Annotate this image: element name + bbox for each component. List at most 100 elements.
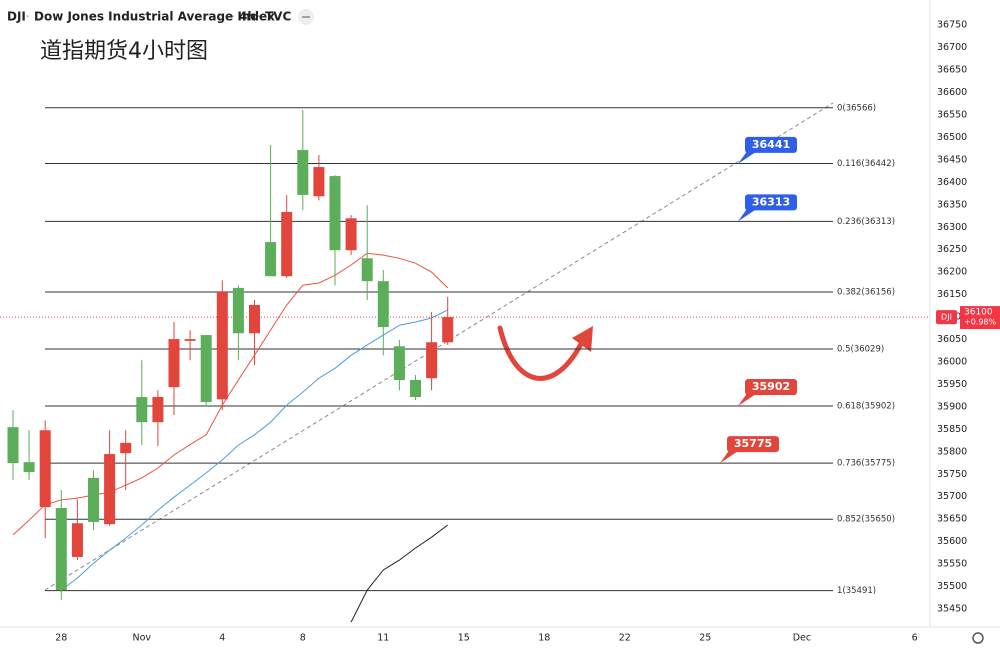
callout-pointer [720,449,738,464]
candle-body [297,150,309,195]
chart-title: 道指期货4小时图 [40,39,208,64]
separator: · [257,10,261,24]
x-tick-label: 28 [55,633,67,644]
callout-label: 35902 [752,380,790,393]
forecast-arrow [497,325,585,381]
callout-box [745,194,797,211]
y-tick-label: 36650 [937,65,967,76]
candle-body [216,291,228,400]
candle-body [200,335,212,402]
fib-label: 0(36566) [837,103,876,113]
y-tick-label: 36050 [937,334,967,345]
symbol-tag-label: DJI [941,313,952,322]
candle-body [136,397,148,423]
candle-body [393,346,405,380]
candle-body [249,304,260,334]
separator: · [231,10,235,24]
y-tick-label: 35900 [937,401,967,412]
y-tick-label: 35500 [937,581,967,592]
y-tick-label: 35800 [937,446,967,457]
symbol: DJI [7,10,26,24]
y-tick-label: 35550 [937,559,967,570]
y-tick-label: 35700 [937,491,967,502]
y-tick-label: 36750 [937,20,967,31]
price-tag-value: 36100 [964,308,993,318]
y-tick-label: 35750 [937,469,967,480]
x-tick-label: 8 [300,633,306,644]
callout-pointer [738,149,756,164]
callout-pointer [738,392,756,407]
candle-body [104,454,116,525]
candle-body [313,167,325,197]
x-tick-label: 25 [699,633,711,644]
y-tick-label: 36400 [937,177,967,188]
trend-line [44,102,834,591]
candle-body [120,442,132,454]
y-tick-label: 35450 [937,604,967,615]
candle-body [361,258,373,282]
x-tick-label: 11 [377,633,389,644]
candle-body [152,397,164,423]
x-tick-label: 15 [458,633,470,644]
callout-label: 36313 [752,195,790,208]
candle-body [329,176,341,251]
x-tick-label: Dec [793,633,811,644]
candle-body [232,287,244,334]
y-tick-label: 36000 [937,357,967,368]
candle-body [55,507,67,591]
y-tick-label: 36550 [937,109,967,120]
instrument-name: Dow Jones Industrial Average Index [34,10,275,24]
candle-body [426,342,438,379]
y-tick-label: 35950 [937,379,967,390]
callout-pointer [738,207,756,222]
plot-area [0,102,930,623]
candle-body [71,523,83,557]
callout-label: 36441 [752,138,790,151]
y-tick-label: 36350 [937,199,967,210]
fib-label: 0.5(36029) [837,344,884,354]
candle-body [23,462,35,473]
x-tick-label: 18 [538,633,550,644]
x-tick-label: 6 [912,633,918,644]
candle-body [410,379,421,398]
candle-body [281,211,293,277]
y-tick-label: 36300 [937,222,967,233]
candle-body [184,339,196,341]
fib-label: 0.618(35902) [837,402,895,412]
price-tag-change: +0.98% [964,318,997,327]
moving-average [350,524,449,623]
fib-label: 0.852(35650) [837,515,895,525]
candle-body [442,317,454,343]
forecast-arrow-head [572,326,593,352]
fib-label: 0.382(36156) [837,287,895,297]
candle-body [39,430,51,508]
symbol-tag [936,310,957,325]
x-tick-label: 22 [619,633,631,644]
candle-body [345,218,357,251]
y-tick-label: 36700 [937,42,967,53]
candle-body [88,477,99,522]
x-tick-label: Nov [133,633,152,644]
separator: · [26,10,30,24]
x-tick-label: 4 [219,633,225,644]
y-tick-label: 35600 [937,536,967,547]
y-tick-label: 35650 [937,514,967,525]
y-tick-label: 35850 [937,424,967,435]
callout-label: 35775 [734,437,772,450]
y-tick-label: 36600 [937,87,967,98]
candle-body [265,242,277,277]
candle-body [168,339,180,388]
callout-box [727,436,779,453]
interval: 4h [239,10,256,24]
y-tick-label: 36500 [937,132,967,143]
candle-body [7,427,19,464]
y-tick-label: 36200 [937,267,967,278]
settings-button[interactable] [972,632,984,644]
callout-box [745,136,797,153]
fib-label: 0.116(36442) [837,159,895,169]
y-tick-label: 36450 [937,154,967,165]
fib-label: 1(35491) [837,586,876,596]
fib-label: 0.236(36313) [837,217,895,227]
